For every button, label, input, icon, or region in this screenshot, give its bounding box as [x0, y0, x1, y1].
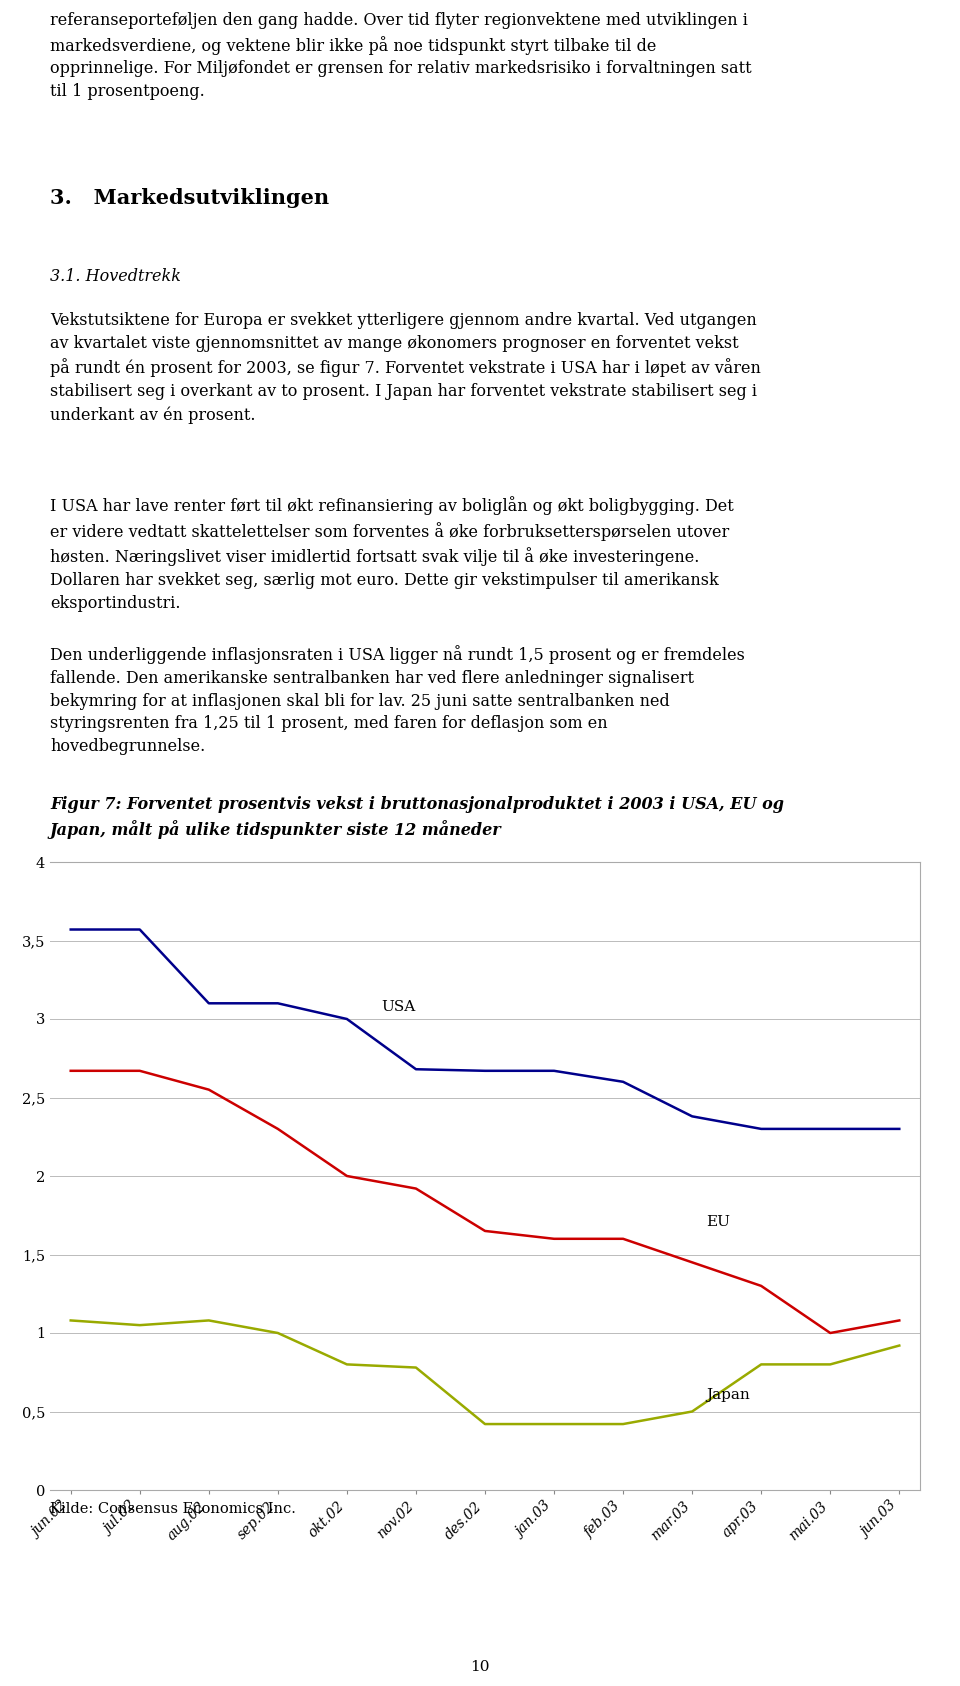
Text: Vekstutsiktene for Europa er svekket ytterligere gjennom andre kvartal. Ved utga: Vekstutsiktene for Europa er svekket ytt…: [50, 312, 760, 423]
Text: Kilde: Consensus Economics Inc.: Kilde: Consensus Economics Inc.: [50, 1502, 296, 1516]
Text: USA: USA: [381, 1000, 416, 1015]
Text: Den underliggende inflasjonsraten i USA ligger nå rundt 1,5 prosent og er fremde: Den underliggende inflasjonsraten i USA …: [50, 646, 745, 755]
Text: 3.1. Hovedtrekk: 3.1. Hovedtrekk: [50, 268, 180, 285]
Text: 3.   Markedsutviklingen: 3. Markedsutviklingen: [50, 189, 329, 207]
Text: referanseporteføljen den gang hadde. Over tid flyter regionvektene med utvikling: referanseporteføljen den gang hadde. Ove…: [50, 12, 752, 99]
Text: Figur 7: Forventet prosentvis vekst i bruttonasjonalproduktet i 2003 i USA, EU o: Figur 7: Forventet prosentvis vekst i br…: [50, 796, 784, 838]
Text: I USA har lave renter ført til økt refinansiering av boliglån og økt boligbyggin: I USA har lave renter ført til økt refin…: [50, 496, 733, 612]
Text: EU: EU: [706, 1216, 730, 1229]
Text: Japan: Japan: [706, 1388, 750, 1403]
Text: 10: 10: [470, 1661, 490, 1674]
